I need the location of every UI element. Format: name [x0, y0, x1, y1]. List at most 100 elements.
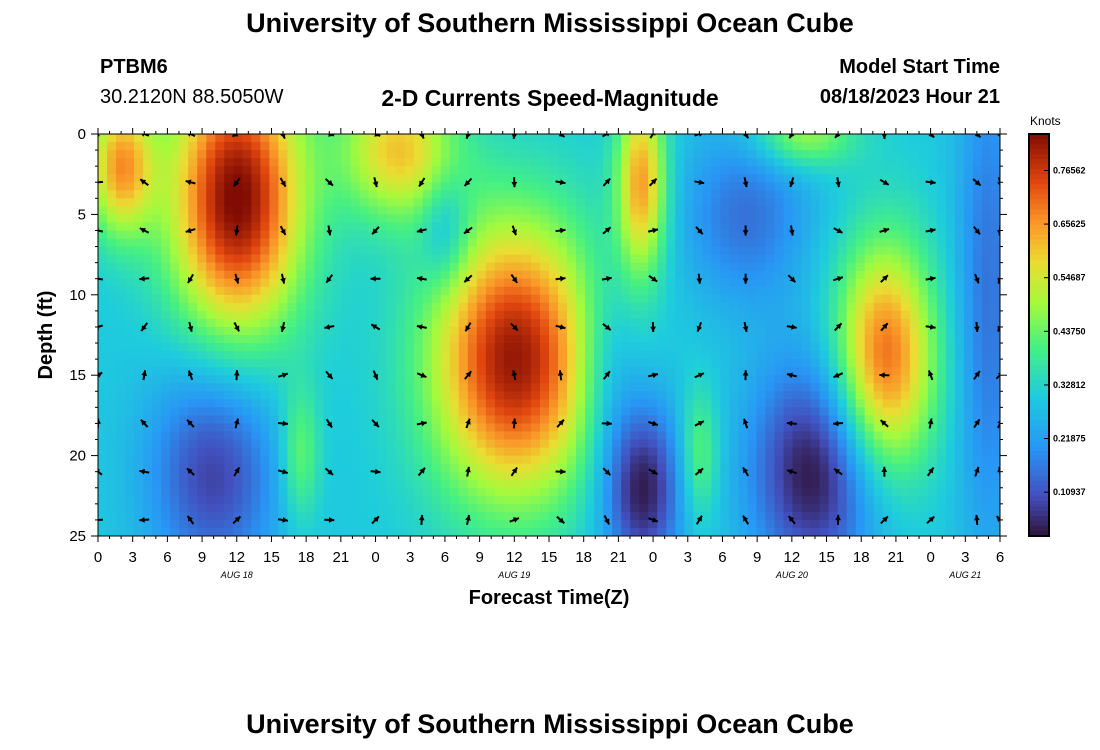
- heatmap-cell: [404, 399, 415, 408]
- heatmap-cell: [503, 166, 514, 175]
- heatmap-cell: [107, 214, 117, 224]
- heatmap-cell: [188, 254, 198, 264]
- heatmap-cell: [729, 294, 740, 304]
- heatmap-cell: [332, 359, 343, 368]
- heatmap-cell: [621, 270, 631, 280]
- heatmap-cell: [729, 238, 740, 248]
- heatmap-cell: [359, 527, 370, 536]
- heatmap-cell: [774, 214, 785, 224]
- heatmap-cell: [792, 519, 803, 529]
- heatmap-cell: [774, 367, 785, 376]
- heatmap-cell: [864, 206, 875, 215]
- heatmap-cell: [819, 495, 830, 505]
- heatmap-cell: [539, 166, 550, 175]
- heatmap-cell: [260, 447, 270, 457]
- heatmap-cell: [918, 254, 929, 264]
- heatmap-cell: [233, 351, 243, 360]
- heatmap-cell: [116, 503, 126, 513]
- heatmap-cell: [846, 399, 857, 408]
- heatmap-cell: [512, 503, 523, 513]
- heatmap-cell: [404, 431, 415, 441]
- heatmap-cell: [530, 383, 541, 392]
- heatmap-cell: [143, 158, 153, 167]
- heatmap-cell: [612, 182, 622, 191]
- heatmap-cell: [918, 262, 929, 272]
- heatmap-cell: [747, 503, 758, 513]
- heatmap-cell: [233, 479, 243, 489]
- heatmap-cell: [485, 503, 496, 513]
- heatmap-cell: [260, 150, 270, 159]
- heatmap-cell: [990, 278, 1000, 288]
- heatmap-cell: [539, 359, 550, 368]
- heatmap-cell: [458, 503, 469, 513]
- heatmap-cell: [350, 166, 361, 175]
- heatmap-cell: [503, 495, 514, 505]
- heatmap-cell: [864, 174, 875, 183]
- heatmap-cell: [819, 471, 830, 481]
- heatmap-cell: [783, 479, 794, 489]
- heatmap-cell: [377, 190, 388, 199]
- heatmap-cell: [377, 423, 388, 433]
- heatmap-cell: [269, 254, 279, 264]
- heatmap-cell: [179, 246, 189, 256]
- heatmap-cell: [954, 222, 965, 232]
- heatmap-cell: [341, 375, 352, 384]
- heatmap-cell: [233, 142, 243, 151]
- heatmap-cell: [287, 375, 298, 384]
- heatmap-cell: [413, 471, 424, 481]
- heatmap-cell: [98, 527, 108, 536]
- heatmap-cell: [206, 423, 216, 433]
- heatmap-cell: [332, 166, 343, 175]
- heatmap-cell: [954, 254, 965, 264]
- heatmap-cell: [909, 335, 920, 344]
- heatmap-cell: [990, 318, 1000, 328]
- heatmap-cell: [954, 495, 965, 505]
- heatmap-cell: [621, 174, 631, 183]
- heatmap-cell: [648, 351, 658, 360]
- heatmap-cell: [539, 206, 550, 215]
- heatmap-cell: [657, 519, 667, 529]
- heatmap-cell: [458, 479, 469, 489]
- heatmap-cell: [530, 447, 541, 457]
- heatmap-cell: [332, 254, 343, 264]
- heatmap-cell: [837, 254, 848, 264]
- heatmap-cell: [585, 214, 595, 224]
- heatmap-cell: [882, 230, 893, 240]
- heatmap-cell: [98, 399, 108, 408]
- heatmap-cell: [107, 415, 117, 425]
- heatmap-cell: [206, 254, 216, 264]
- heatmap-cell: [413, 294, 424, 304]
- heatmap-cell: [107, 399, 117, 408]
- heatmap-cell: [269, 278, 279, 288]
- heatmap-cell: [702, 495, 712, 505]
- heatmap-cell: [503, 246, 514, 256]
- heatmap-cell: [269, 471, 279, 481]
- heatmap-cell: [395, 326, 406, 336]
- heatmap-cell: [927, 367, 938, 376]
- heatmap-cell: [494, 455, 505, 465]
- heatmap-cell: [936, 463, 947, 473]
- heatmap-cell: [954, 343, 965, 352]
- heatmap-cell: [458, 487, 469, 497]
- heatmap-cell: [287, 286, 298, 296]
- heatmap-cell: [233, 519, 243, 529]
- heatmap-cell: [666, 302, 676, 312]
- heatmap-cell: [422, 375, 433, 384]
- heatmap-cell: [485, 527, 496, 536]
- heatmap-cell: [512, 375, 523, 384]
- heatmap-cell: [675, 326, 685, 336]
- heatmap-cell: [332, 415, 343, 425]
- heatmap-cell: [954, 391, 965, 400]
- heatmap-cell: [143, 383, 153, 392]
- heatmap-cell: [296, 214, 307, 224]
- heatmap-cell: [386, 174, 397, 183]
- heatmap-cell: [639, 158, 649, 167]
- heatmap-cell: [494, 142, 505, 151]
- heatmap-cell: [485, 367, 496, 376]
- heatmap-cell: [864, 326, 875, 336]
- heatmap-cell: [296, 246, 307, 256]
- heatmap-cell: [134, 238, 144, 248]
- heatmap-cell: [819, 399, 830, 408]
- heatmap-cell: [774, 310, 785, 320]
- heatmap-cell: [287, 383, 298, 392]
